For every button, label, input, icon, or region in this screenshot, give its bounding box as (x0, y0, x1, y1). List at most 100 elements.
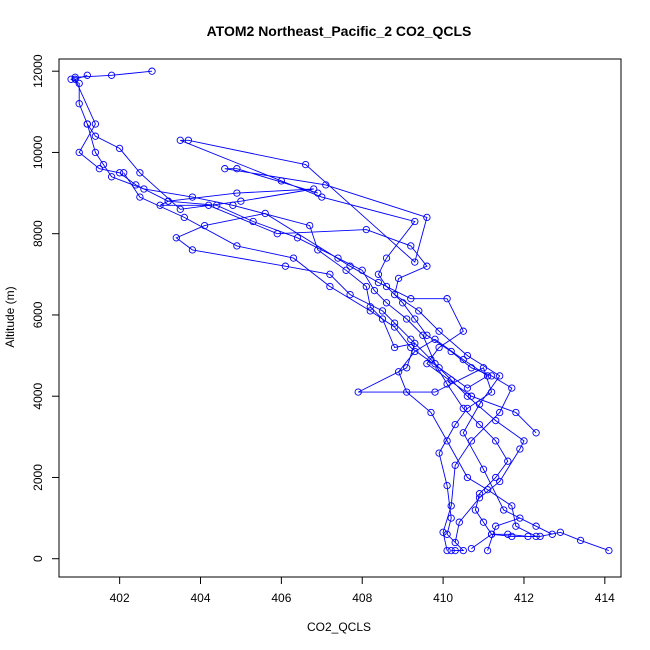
data-point (318, 193, 326, 201)
series-0 (67, 67, 496, 555)
data-point (459, 327, 467, 335)
data-point (403, 364, 411, 372)
data-point (334, 254, 342, 262)
series-line (74, 74, 610, 552)
x-tick-label: 410 (433, 591, 453, 605)
data-point (512, 408, 520, 417)
data-point (390, 290, 399, 299)
data-point (176, 205, 184, 213)
data-point (71, 73, 79, 81)
data-point (136, 169, 144, 177)
data-point (435, 364, 443, 372)
data-point (390, 323, 399, 331)
data-point (378, 315, 387, 323)
data-point (140, 185, 148, 193)
data-point (374, 278, 383, 287)
data-point (403, 388, 411, 396)
data-point (556, 528, 565, 536)
data-point (459, 404, 467, 413)
y-tick-label: 12000 (31, 54, 45, 88)
y-axis: 0 2000 4000 6000 8000 10000 12000 (31, 54, 60, 562)
data-point (281, 262, 290, 270)
data-point (467, 544, 476, 553)
data-point (500, 506, 508, 514)
data-point (475, 400, 484, 408)
data-point (390, 319, 399, 327)
series-4 (83, 120, 556, 555)
x-tick-label: 412 (514, 591, 534, 605)
series-line (180, 139, 513, 551)
data-point (487, 530, 496, 538)
data-point (423, 331, 431, 339)
data-point (107, 71, 116, 79)
series-2 (176, 136, 516, 555)
data-point (459, 355, 467, 364)
data-point (346, 290, 354, 299)
data-point (504, 530, 512, 538)
data-point (463, 392, 472, 400)
data-point (378, 307, 387, 315)
data-point (342, 266, 350, 274)
data-point (310, 185, 318, 193)
y-tick-label: 0 (31, 555, 45, 562)
data-point (435, 327, 443, 335)
data-point (463, 404, 472, 413)
data-point (443, 380, 451, 388)
x-tick-label: 402 (110, 591, 130, 605)
data-point (107, 173, 116, 181)
data-point (115, 169, 124, 177)
data-point (289, 254, 298, 262)
data-point (463, 351, 472, 360)
y-axis-label: Altitude (m) (3, 286, 17, 347)
data-point (459, 429, 467, 437)
data-point (75, 100, 83, 108)
data-point (463, 384, 472, 392)
data-point (204, 201, 213, 209)
data-point (362, 282, 370, 291)
data-point (374, 270, 383, 278)
data-point (423, 360, 431, 368)
data-point (91, 132, 100, 140)
data-point (407, 295, 415, 303)
data-point (451, 546, 459, 555)
data-point (233, 165, 241, 173)
data-point (532, 532, 540, 541)
data-point (83, 71, 91, 79)
data-point (447, 546, 455, 555)
series-1 (71, 71, 613, 555)
data-point (273, 230, 281, 238)
data-point (483, 546, 492, 555)
data-point (423, 262, 431, 270)
data-point (451, 538, 459, 547)
data-point (180, 213, 188, 222)
data-point (293, 234, 302, 242)
data-point (496, 408, 504, 417)
plot-area (67, 67, 613, 555)
data-point (483, 486, 492, 494)
data-point (508, 502, 516, 510)
data-point (188, 193, 197, 201)
data-point (431, 335, 439, 343)
data-point (455, 518, 463, 526)
data-point (148, 67, 156, 75)
data-point (548, 530, 556, 538)
data-point (536, 532, 544, 541)
data-point (237, 197, 245, 205)
data-point (483, 372, 492, 380)
data-point (176, 136, 184, 144)
data-point (172, 234, 180, 242)
x-tick-label: 414 (595, 591, 615, 605)
data-point (390, 343, 399, 352)
data-point (382, 282, 391, 291)
data-point (233, 242, 241, 250)
data-point (492, 416, 500, 425)
data-point (115, 144, 124, 153)
data-point (346, 262, 354, 270)
x-axis-label: CO2_QCLS (307, 620, 371, 634)
data-point (496, 477, 504, 486)
data-point (407, 343, 415, 352)
data-point (277, 177, 286, 185)
data-point (403, 315, 411, 323)
data-point (492, 473, 500, 482)
series-line (123, 172, 537, 549)
